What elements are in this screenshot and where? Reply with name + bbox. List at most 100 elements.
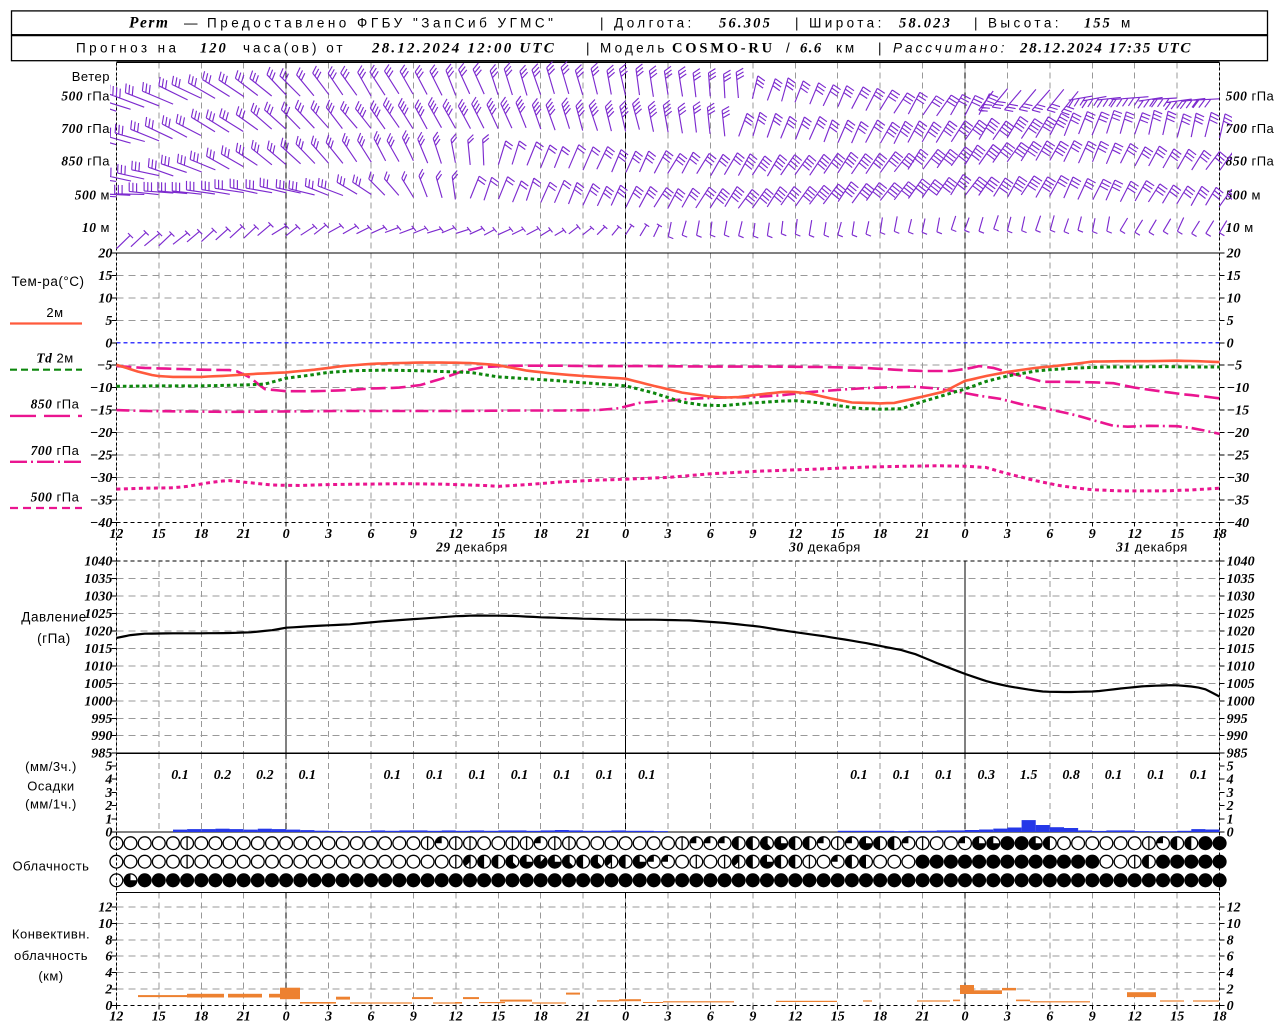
svg-text:9: 9: [749, 1010, 756, 1024]
svg-text:км: км: [836, 41, 857, 56]
svg-text:20: 20: [1226, 247, 1241, 262]
svg-text:0: 0: [105, 336, 112, 351]
svg-text:21: 21: [915, 527, 930, 542]
svg-text:3: 3: [104, 786, 112, 801]
svg-text:15: 15: [98, 269, 112, 284]
svg-text:0.2: 0.2: [214, 768, 232, 783]
svg-text:0: 0: [622, 527, 629, 542]
svg-text:Давление: Давление: [21, 610, 86, 625]
svg-text:−10: −10: [1227, 381, 1249, 396]
svg-text:9: 9: [410, 1010, 417, 1024]
svg-text:0: 0: [105, 826, 112, 841]
svg-text:0.3: 0.3: [977, 768, 995, 783]
svg-text:12: 12: [1128, 1010, 1142, 1024]
svg-text:0.1: 0.1: [511, 768, 529, 783]
svg-text:−10: −10: [90, 381, 112, 396]
svg-text:Тем-ра(°C): Тем-ра(°C): [12, 274, 85, 289]
svg-text:850 гПа: 850 гПа: [31, 397, 80, 412]
svg-text:|: |: [795, 16, 799, 31]
svg-text:990: 990: [1227, 729, 1248, 744]
svg-text:−5: −5: [97, 359, 112, 374]
svg-text:12: 12: [449, 527, 463, 542]
svg-text:15: 15: [491, 1010, 505, 1024]
svg-text:1020: 1020: [1227, 624, 1255, 639]
svg-text:−35: −35: [90, 493, 112, 508]
svg-text:0.1: 0.1: [1105, 768, 1123, 783]
svg-text:0.1: 0.1: [468, 768, 486, 783]
svg-text:Широта:: Широта:: [809, 16, 885, 31]
svg-text:Perm: Perm: [129, 15, 169, 32]
svg-text:(гПа): (гПа): [37, 631, 71, 646]
svg-text:1000: 1000: [1227, 694, 1255, 709]
svg-text:15: 15: [152, 1010, 166, 1024]
svg-text:−40: −40: [90, 516, 112, 531]
svg-text:0: 0: [283, 527, 290, 542]
svg-text:0: 0: [962, 1010, 969, 1024]
svg-text:0.1: 0.1: [383, 768, 401, 783]
svg-text:700 гПа: 700 гПа: [1226, 121, 1275, 136]
svg-text:6: 6: [368, 1010, 375, 1024]
svg-text:−40: −40: [1227, 516, 1249, 531]
svg-text:5: 5: [1227, 314, 1234, 329]
svg-text:2: 2: [104, 799, 112, 814]
svg-text:995: 995: [91, 712, 112, 727]
svg-text:10: 10: [1227, 917, 1241, 932]
svg-text:28.12.2024 17:35 UTC: 28.12.2024 17:35 UTC: [1019, 41, 1192, 57]
svg-text:0.2: 0.2: [256, 768, 274, 783]
svg-text:4: 4: [1226, 966, 1234, 981]
svg-text:500 гПа: 500 гПа: [1226, 89, 1275, 104]
svg-text:985: 985: [1227, 747, 1248, 762]
svg-text:15: 15: [152, 527, 166, 542]
svg-text:0.8: 0.8: [1062, 768, 1080, 783]
svg-text:120: 120: [200, 41, 228, 57]
svg-text:18: 18: [1213, 1010, 1227, 1024]
svg-text:3: 3: [1003, 527, 1011, 542]
svg-text:29 декабря: 29 декабря: [435, 540, 508, 555]
svg-text:0: 0: [1227, 999, 1234, 1014]
svg-text:−5: −5: [1227, 359, 1242, 374]
svg-text:3: 3: [324, 1010, 332, 1024]
svg-text:Облачность: Облачность: [13, 859, 90, 874]
svg-text:/: /: [786, 41, 790, 56]
svg-text:18: 18: [194, 1010, 208, 1024]
svg-text:−15: −15: [1227, 404, 1249, 419]
svg-text:700 гПа: 700 гПа: [31, 443, 80, 458]
svg-text:|: |: [878, 41, 882, 56]
svg-text:1015: 1015: [1227, 642, 1255, 657]
svg-text:−35: −35: [1227, 493, 1249, 508]
svg-text:0.1: 0.1: [426, 768, 444, 783]
svg-text:30 декабря: 30 декабря: [788, 540, 861, 555]
svg-text:|: |: [586, 41, 590, 56]
svg-text:6: 6: [368, 527, 375, 542]
svg-text:1.5: 1.5: [1020, 768, 1038, 783]
svg-text:COSMO-RU: COSMO-RU: [672, 41, 775, 57]
svg-text:4: 4: [104, 966, 112, 981]
svg-text:Прогноз на: Прогноз на: [76, 41, 179, 56]
svg-text:1005: 1005: [1227, 677, 1255, 692]
svg-text:1040: 1040: [84, 555, 112, 570]
svg-text:18: 18: [873, 1010, 887, 1024]
svg-text:(км): (км): [38, 969, 63, 984]
svg-text:6: 6: [1046, 1010, 1053, 1024]
svg-text:1030: 1030: [1227, 589, 1255, 604]
svg-text:10: 10: [98, 917, 112, 932]
svg-text:0.1: 0.1: [1147, 768, 1165, 783]
svg-text:8: 8: [1227, 933, 1234, 948]
svg-text:18: 18: [534, 1010, 548, 1024]
svg-text:Модель: Модель: [600, 41, 668, 56]
svg-text:15: 15: [831, 1010, 845, 1024]
svg-text:12: 12: [109, 527, 123, 542]
svg-text:Рассчитано:: Рассчитано:: [893, 41, 1007, 56]
svg-text:−25: −25: [90, 449, 112, 464]
svg-text:500 гПа: 500 гПа: [31, 490, 80, 505]
svg-text:0.1: 0.1: [299, 768, 317, 783]
svg-text:9: 9: [1089, 1010, 1096, 1024]
svg-text:−20: −20: [1227, 426, 1249, 441]
svg-text:10 м: 10 м: [82, 220, 110, 235]
svg-text:15: 15: [1170, 1010, 1184, 1024]
svg-text:0.1: 0.1: [935, 768, 953, 783]
svg-text:12: 12: [1128, 527, 1142, 542]
svg-text:700 гПа: 700 гПа: [61, 121, 110, 136]
svg-text:6: 6: [105, 950, 112, 965]
svg-text:−15: −15: [90, 404, 112, 419]
